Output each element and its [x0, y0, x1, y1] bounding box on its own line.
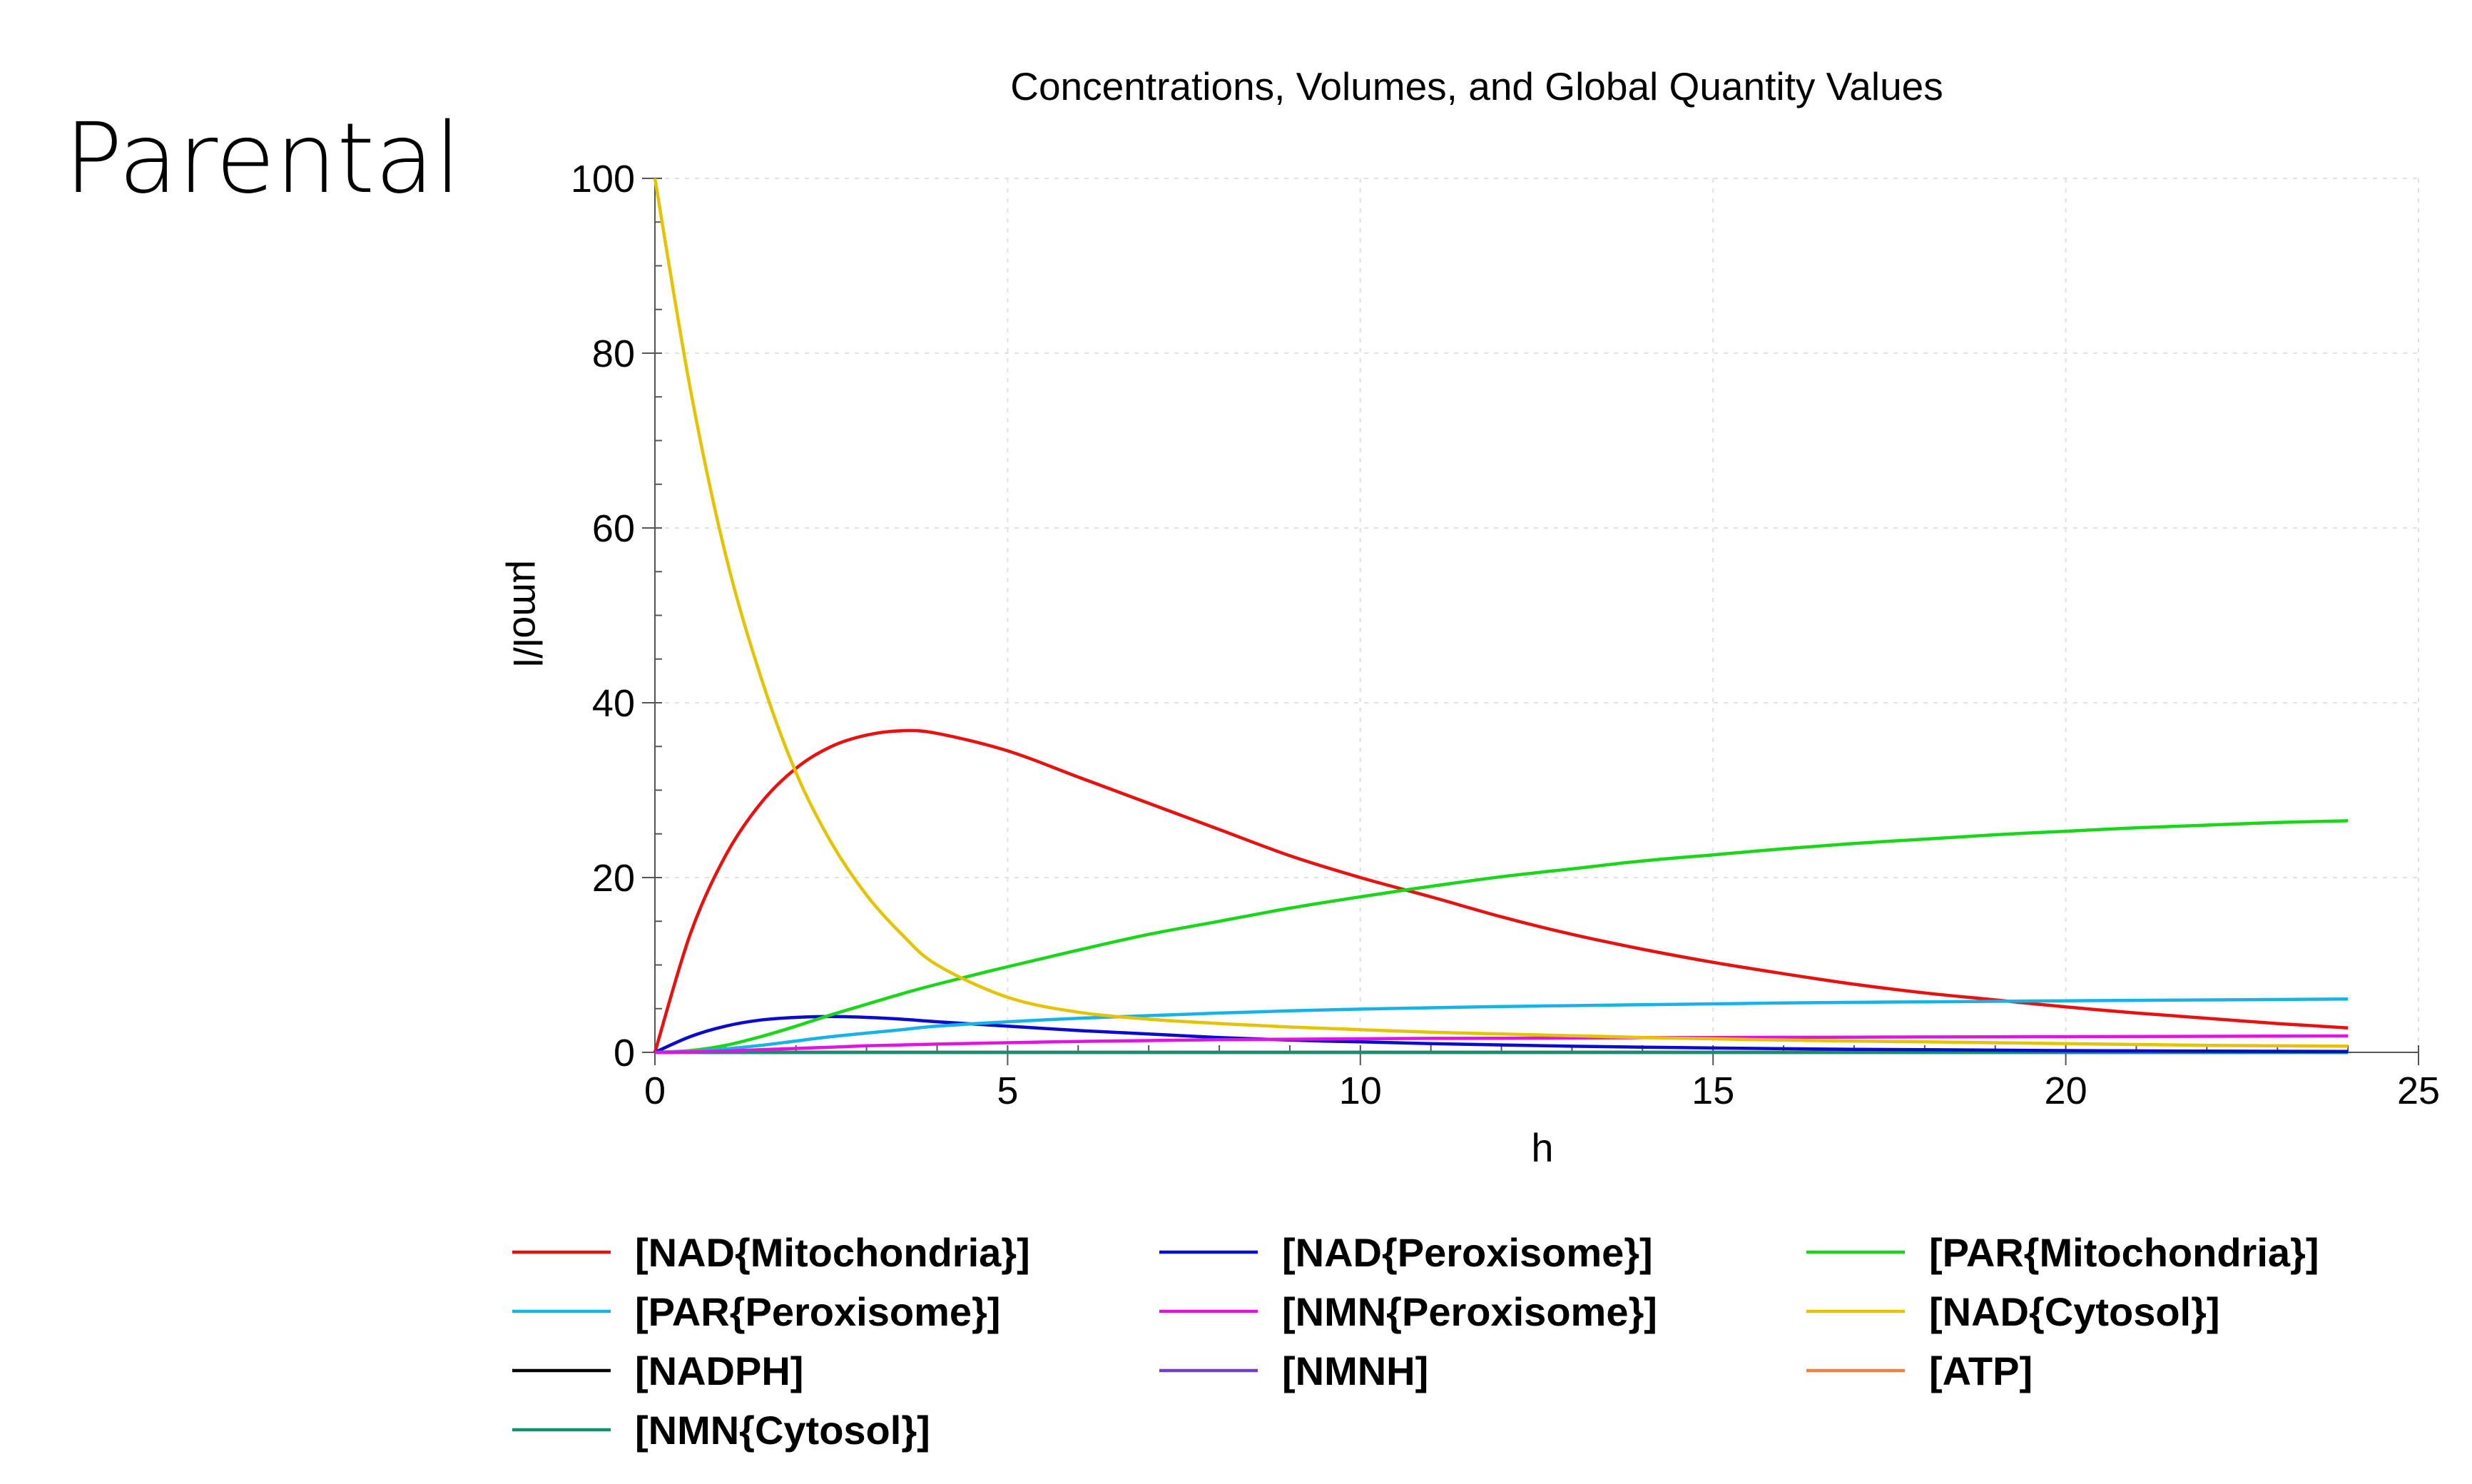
legend-label: [NAD{Mitochondria}] [635, 1230, 1030, 1275]
x-tick-label: 15 [1692, 1069, 1734, 1112]
legend-label: [NMN{Peroxisome}] [1282, 1289, 1657, 1334]
legend-label: [NMNH] [1282, 1348, 1428, 1393]
x-axis-label: h [1531, 1125, 1553, 1170]
legend-label: [ATP] [1929, 1348, 2033, 1393]
legend-label: [NMN{Cytosol}] [635, 1408, 930, 1453]
axes: 0 5 10 15 20 25 0 20 40 60 80 100 [571, 158, 2440, 1112]
x-tick-label: 5 [997, 1069, 1018, 1112]
y-tick-label: 20 [592, 857, 635, 900]
x-tick-label: 10 [1339, 1069, 1382, 1112]
series-line [654, 1015, 2349, 1054]
y-tick-label: 60 [592, 507, 635, 550]
legend-label: [NAD{Cytosol}] [1929, 1289, 2220, 1334]
series-line [653, 178, 2349, 1048]
x-tick-label: 0 [644, 1069, 666, 1112]
series-line [654, 997, 2349, 1054]
legend-label: [PAR{Peroxisome}] [635, 1289, 1000, 1334]
y-tick-label: 100 [571, 158, 635, 200]
legend: [NAD{Mitochondria}] [NAD{Peroxisome}] [PAR… [512, 1230, 2319, 1453]
legend-label: [PAR{Mitochondria}] [1929, 1230, 2319, 1275]
series-line [654, 1034, 2349, 1054]
chart-title: Concentrations, Volumes, and Global Quan… [1010, 64, 1943, 108]
legend-label: [NAD{Peroxisome}] [1282, 1230, 1653, 1275]
y-tick-label: 0 [614, 1032, 635, 1074]
x-tick-label: 20 [2045, 1069, 2087, 1112]
y-tick-label: 80 [592, 332, 635, 375]
grid [655, 178, 2419, 1052]
y-axis-label: µmol/l [505, 560, 550, 668]
legend-label: [NADPH] [635, 1348, 803, 1393]
x-tick-label: 25 [2397, 1069, 2440, 1112]
series-line [653, 728, 2349, 1053]
series-line [654, 819, 2349, 1054]
slide-heading: Parental [64, 103, 462, 215]
y-tick-label: 40 [592, 682, 635, 725]
series-lines [653, 178, 2349, 1054]
